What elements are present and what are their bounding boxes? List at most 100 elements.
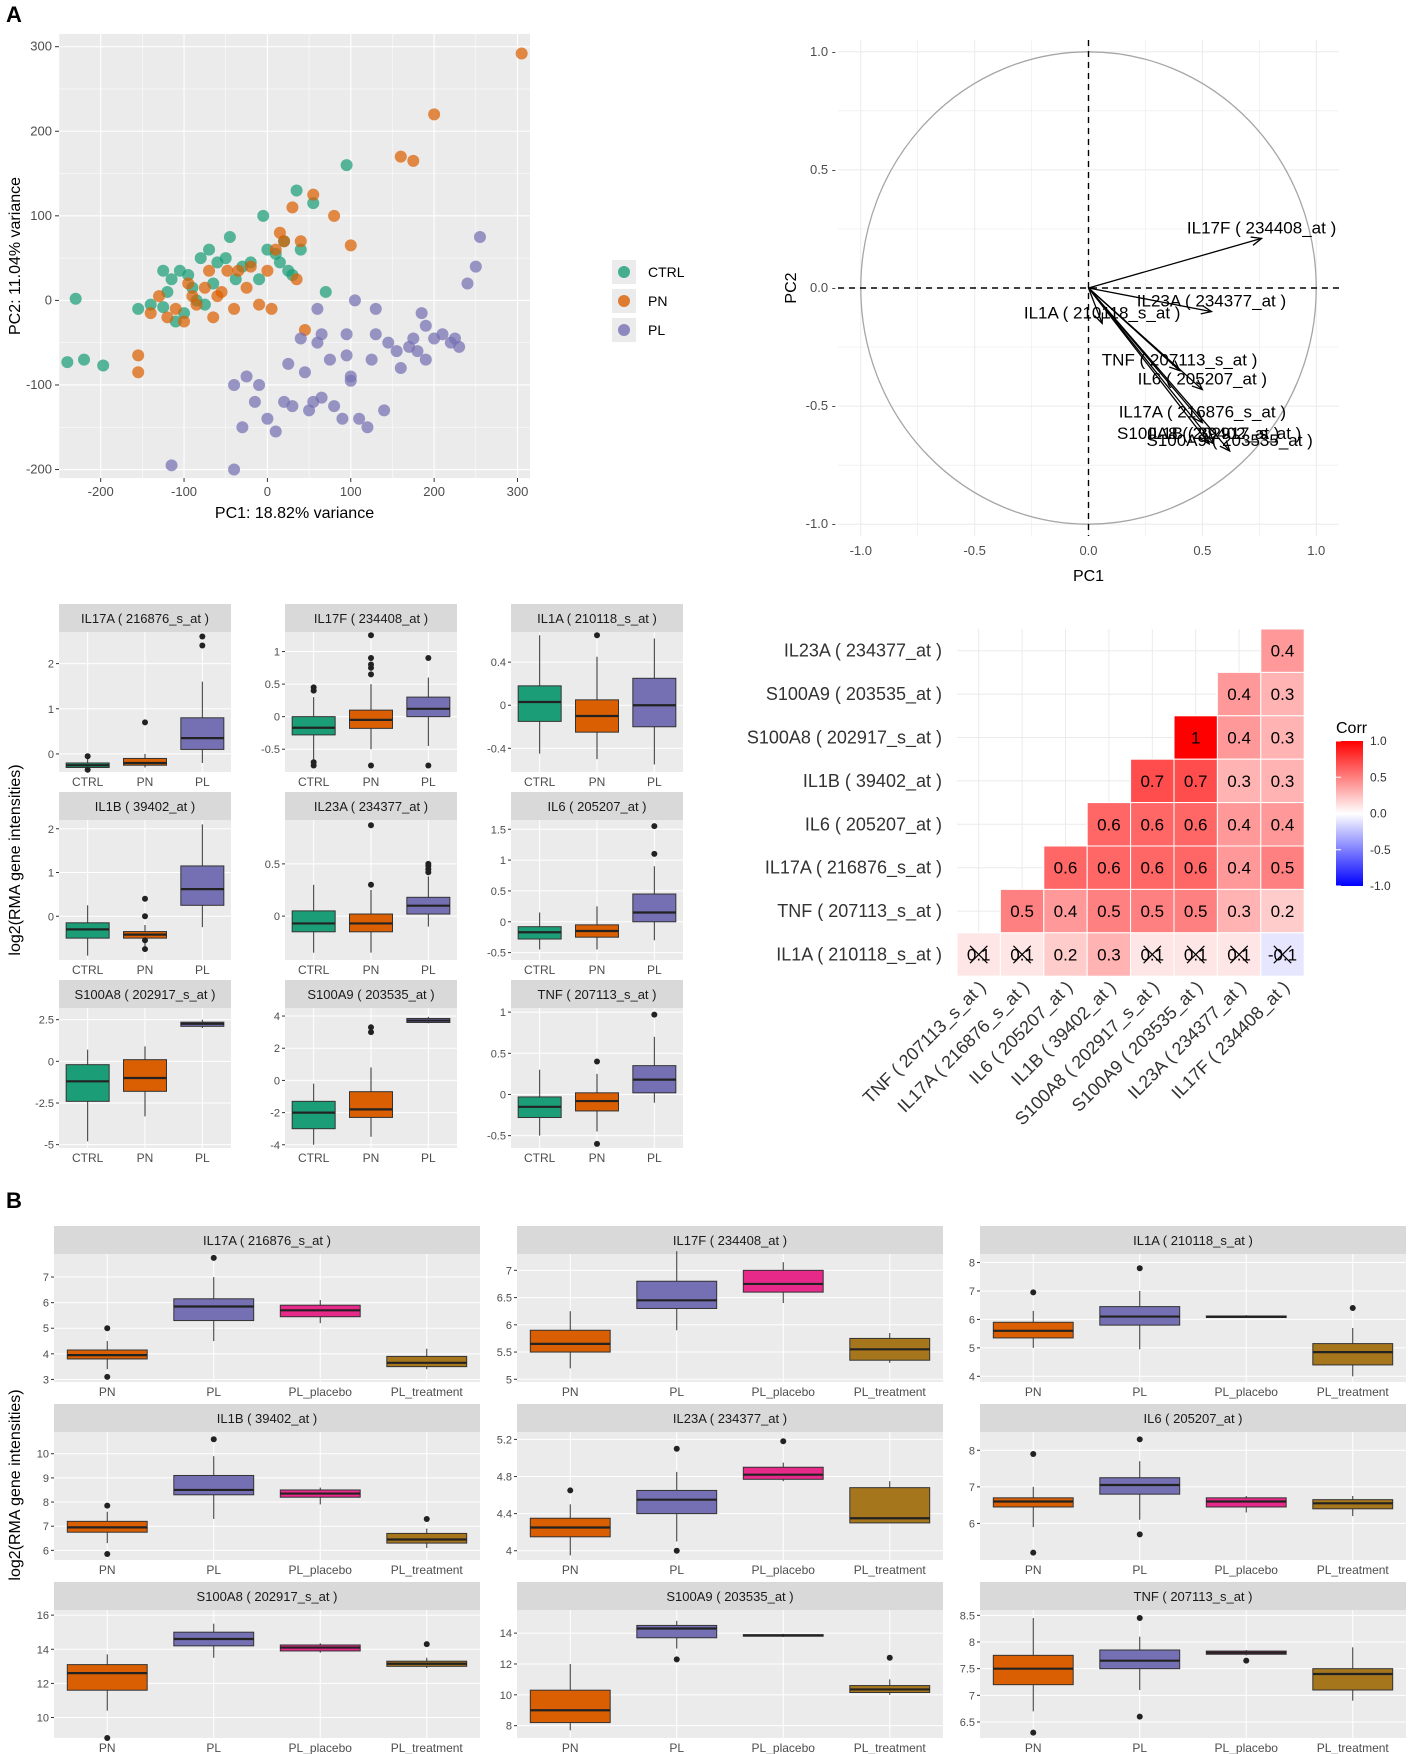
- facet-ytick-label: 7: [506, 1265, 512, 1277]
- box-outlier: [368, 1029, 374, 1036]
- corr-row-label: S100A9 ( 203535_at ): [766, 684, 942, 705]
- box-outlier: [423, 1515, 430, 1522]
- corr-cell-value: 0.3: [1227, 772, 1251, 791]
- facet-strip: [285, 604, 457, 632]
- facet-ytick-label: 0: [274, 911, 280, 923]
- facet-xtick-label: PN: [562, 1563, 579, 1577]
- pca-point-pn: [144, 307, 157, 320]
- corr-cell-value: 0.6: [1054, 859, 1078, 878]
- box-body-pl: [173, 1474, 255, 1496]
- pca-point-pl: [415, 307, 428, 320]
- facet-ytick-label: 8.5: [960, 1610, 975, 1622]
- pca-xtick-label: 100: [340, 484, 362, 499]
- box-body-pn: [123, 1059, 167, 1092]
- corr-cell-value: 0.4: [1271, 642, 1295, 661]
- facet-xtick-label: PL: [1132, 1563, 1147, 1577]
- corr-legend-tick-label: 0.5: [1370, 770, 1387, 784]
- box-outlier: [1030, 1289, 1037, 1296]
- pca-point-pn: [269, 243, 282, 256]
- box-outlier: [1136, 1265, 1143, 1272]
- box-body-pl_treatment: [386, 1532, 468, 1544]
- facet-xtick-label: PN: [99, 1385, 116, 1399]
- box-outlier: [425, 762, 432, 769]
- facet-xtick-label: PL_placebo: [289, 1563, 353, 1577]
- box-outlier: [425, 655, 432, 662]
- corr-cell: [1043, 888, 1088, 934]
- box-outlier: [651, 1011, 658, 1018]
- facet-ytick-label: 0: [500, 1089, 506, 1101]
- facet-strip: [980, 1582, 1406, 1610]
- facet-ytick-label: 16: [37, 1610, 49, 1622]
- pca-point-pn: [294, 235, 307, 248]
- box-outlier: [104, 1325, 111, 1332]
- facet-ytick-label: 10: [37, 1713, 49, 1725]
- box-body-pn: [529, 1689, 611, 1724]
- corr-cell: [1130, 758, 1175, 804]
- facet-xtick-label: PN: [1025, 1385, 1042, 1399]
- facet-xtick-label: PL_treatment: [1317, 1385, 1390, 1399]
- pca-point-ctrl: [340, 159, 353, 172]
- pca-point-ctrl: [61, 356, 74, 369]
- box-body-pl_treatment: [1312, 1668, 1394, 1691]
- pca-point-pn: [207, 311, 220, 324]
- facet-strip: [54, 1404, 480, 1432]
- facet-title: S100A8 ( 202917_s_at ): [197, 1589, 338, 1604]
- facet-title: S100A9 ( 203535_at ): [666, 1589, 793, 1604]
- box-outlier: [84, 753, 91, 760]
- facet-ytick-label: 2: [48, 824, 54, 836]
- facet-xtick-label: PL: [421, 775, 436, 789]
- facet-xtick-label: PL: [421, 963, 436, 977]
- facet-ytick-label: 6: [969, 1314, 975, 1326]
- box-outlier: [1030, 1729, 1037, 1736]
- facet-xtick-label: PN: [562, 1385, 579, 1399]
- pca-point-ctrl: [69, 292, 82, 305]
- corr-cell-value: 1: [1191, 729, 1200, 748]
- pca-point-pl: [253, 378, 266, 391]
- box-outlier: [1136, 1436, 1143, 1443]
- biplot-arrow-head: [1192, 411, 1204, 424]
- facet-ytick-label: 12: [37, 1678, 49, 1690]
- box-body-pn: [123, 757, 167, 766]
- pca-point-pl: [469, 260, 482, 273]
- facet-xtick-label: CTRL: [72, 963, 104, 977]
- facet-xtick-label: PL_placebo: [289, 1385, 353, 1399]
- pca-point-ctrl: [294, 243, 307, 256]
- corr-legend-tick-label: -0.5: [1370, 843, 1391, 857]
- box-outlier: [423, 1641, 430, 1648]
- facet-title: IL17A ( 216876_s_at ): [203, 1233, 331, 1248]
- pca-legend-dot: [618, 295, 630, 307]
- corr-cell-value: 0.5: [1010, 902, 1034, 921]
- box-body-ctrl: [517, 685, 562, 722]
- pca-ylabel: PC2: 11.04% variance: [7, 177, 24, 335]
- boxplot-grid-b: IL17A ( 216876_s_at ) 3 4 5 6 7 PN PL PL_placebo…: [7, 1226, 1406, 1754]
- box-body-pn: [349, 1091, 393, 1118]
- facet-strip: [59, 792, 231, 820]
- facet-ytick-label: -0.5: [261, 744, 280, 756]
- facet-xtick-label: PN: [1025, 1741, 1042, 1754]
- pca-point-pl: [340, 349, 353, 362]
- pca-point-pl: [369, 302, 382, 315]
- facet-ytick-label: 14: [37, 1644, 49, 1656]
- box-outlier: [1349, 1305, 1356, 1312]
- box-body-pl: [406, 696, 451, 718]
- pca-point-pl: [453, 340, 466, 353]
- pca-point-pl: [328, 400, 341, 413]
- facet-xtick-label: PL: [195, 963, 210, 977]
- pca-point-pl: [228, 463, 241, 476]
- box-body-pl: [180, 865, 225, 906]
- pca-point-pn: [278, 235, 291, 248]
- pca-point-pn: [265, 302, 278, 315]
- biplot-arrow-head: [1250, 236, 1264, 246]
- box-outlier: [368, 881, 374, 888]
- facet-ytick-label: -4: [270, 1140, 280, 1152]
- facet-title: TNF ( 207113_s_at ): [538, 987, 657, 1002]
- pca-point-pl: [361, 421, 374, 434]
- corr-cell: [1260, 758, 1305, 804]
- pca-point-pl: [344, 370, 357, 383]
- facet-xtick-label: PL: [647, 963, 662, 977]
- facet-ytick-label: 0: [500, 700, 506, 712]
- facet-xtick-label: PL_placebo: [752, 1385, 816, 1399]
- facet-ytick-label: 4.8: [497, 1472, 512, 1484]
- pca-point-pl: [269, 425, 282, 438]
- facet-xtick-label: PN: [363, 963, 380, 977]
